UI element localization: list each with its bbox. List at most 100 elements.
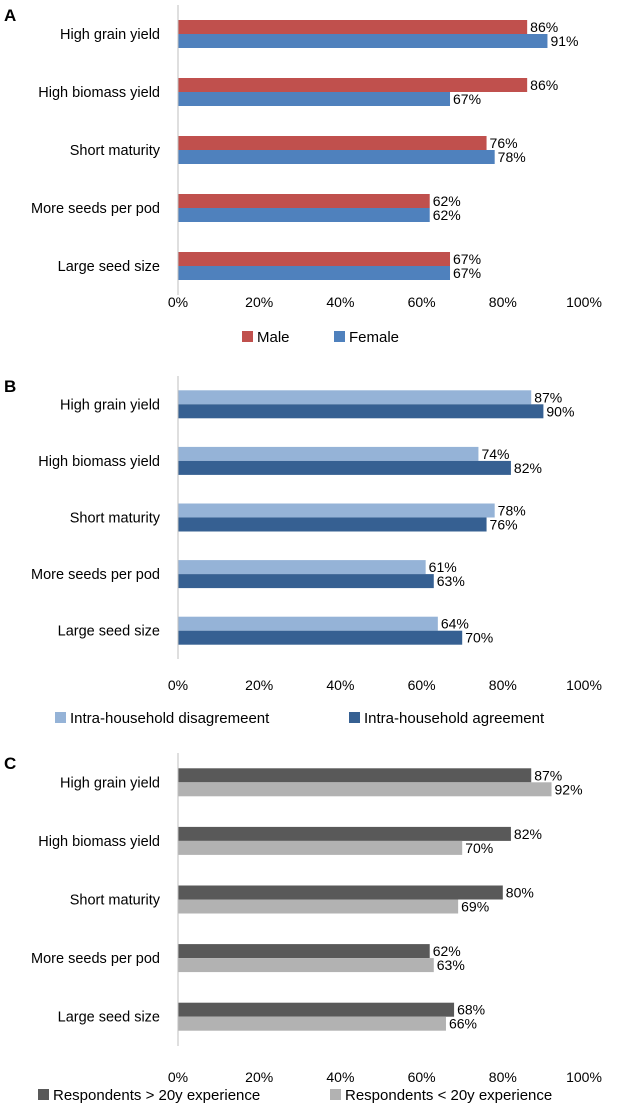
legend-item: Respondents > 20y experience	[38, 1087, 260, 1104]
x-tick-label: 100%	[566, 1069, 602, 1085]
legend-label: Male	[257, 329, 290, 346]
bar-respondents-20y-experience	[178, 840, 463, 855]
data-label: 82%	[514, 826, 542, 842]
bar-respondents-20y-experience	[178, 958, 434, 973]
bar-respondents-20y-experience	[178, 944, 430, 959]
data-label: 87%	[534, 389, 562, 405]
data-label: 66%	[449, 1016, 477, 1032]
data-label: 62%	[433, 207, 461, 223]
legend-item: Intra-household agreement	[349, 710, 545, 727]
data-label: 67%	[453, 91, 481, 107]
x-tick-label: 100%	[566, 294, 602, 310]
category-label: High biomass yield	[38, 85, 160, 101]
data-label: 91%	[550, 33, 578, 49]
x-tick-label: 100%	[566, 677, 602, 693]
legend-item: Female	[334, 329, 399, 346]
data-label: 90%	[546, 403, 574, 419]
bar-intra-household-agreement	[178, 404, 544, 419]
bar-male	[178, 252, 451, 266]
bar-respondents-20y-experience	[178, 768, 532, 783]
category-label: High biomass yield	[38, 454, 160, 470]
data-label: 67%	[453, 251, 481, 267]
data-label: 64%	[441, 616, 469, 632]
bar-intra-household-agreement	[178, 574, 434, 589]
data-label: 70%	[465, 630, 493, 646]
bar-female	[178, 92, 451, 106]
x-tick-label: 80%	[489, 1069, 517, 1085]
x-tick-label: 60%	[408, 677, 436, 693]
panel-label: A	[4, 6, 16, 25]
data-label: 63%	[437, 957, 465, 973]
data-label: 87%	[534, 767, 562, 783]
bar-female	[178, 208, 430, 222]
bar-intra-household-agreement	[178, 517, 487, 532]
panel-b: B High grain yield 87%90% High biomass yiel…	[4, 376, 602, 727]
data-label: 76%	[490, 517, 518, 533]
bar-male	[178, 136, 487, 150]
data-label: 86%	[530, 77, 558, 93]
x-tick-label: 20%	[245, 294, 273, 310]
panel-label: C	[4, 754, 16, 773]
x-tick-label: 40%	[326, 294, 354, 310]
data-label: 86%	[530, 19, 558, 35]
legend-swatch	[38, 1089, 49, 1100]
x-tick-label: 40%	[326, 677, 354, 693]
bar-intra-household-agreement	[178, 460, 511, 475]
data-label: 61%	[429, 559, 457, 575]
bar-intra-household-agreement	[178, 630, 463, 645]
bar-intra-household-disagremeent	[178, 390, 532, 405]
x-tick-label: 60%	[408, 294, 436, 310]
legend-label: Intra-household disagremeent	[70, 710, 270, 727]
bar-respondents-20y-experience	[178, 885, 503, 900]
bar-male	[178, 78, 528, 92]
data-label: 68%	[457, 1002, 485, 1018]
bar-male	[178, 20, 528, 34]
category-label: High biomass yield	[38, 834, 160, 850]
legend-label: Respondents < 20y experience	[345, 1087, 552, 1104]
bar-intra-household-disagremeent	[178, 616, 438, 631]
x-tick-label: 20%	[245, 677, 273, 693]
bar-respondents-20y-experience	[178, 899, 459, 914]
panel-c: C High grain yield 87%92% High biomass yiel…	[4, 753, 602, 1104]
data-label: 74%	[481, 446, 509, 462]
data-label: 62%	[433, 193, 461, 209]
category-label: High grain yield	[60, 775, 160, 791]
bar-intra-household-disagremeent	[178, 446, 479, 461]
data-label: 82%	[514, 460, 542, 476]
bar-intra-household-disagremeent	[178, 560, 426, 575]
data-label: 70%	[465, 840, 493, 856]
bar-female	[178, 266, 451, 280]
category-label: Large seed size	[58, 259, 160, 275]
category-label: High grain yield	[60, 27, 160, 43]
category-label: Large seed size	[58, 624, 160, 640]
x-tick-label: 60%	[408, 1069, 436, 1085]
legend-label: Respondents > 20y experience	[53, 1087, 260, 1104]
x-tick-label: 40%	[326, 1069, 354, 1085]
bar-respondents-20y-experience	[178, 826, 511, 841]
panel-label: B	[4, 377, 16, 396]
bar-female	[178, 34, 548, 48]
x-tick-label: 0%	[168, 677, 188, 693]
bar-female	[178, 150, 495, 164]
x-tick-label: 20%	[245, 1069, 273, 1085]
category-label: More seeds per pod	[31, 567, 160, 583]
bar-respondents-20y-experience	[178, 782, 552, 797]
x-tick-label: 0%	[168, 1069, 188, 1085]
category-label: Short maturity	[70, 143, 161, 159]
data-label: 76%	[490, 135, 518, 151]
bar-intra-household-disagremeent	[178, 503, 495, 518]
data-label: 67%	[453, 265, 481, 281]
bar-respondents-20y-experience	[178, 1016, 446, 1031]
data-label: 62%	[433, 943, 461, 959]
legend-item: Respondents < 20y experience	[330, 1087, 552, 1104]
legend-swatch	[334, 331, 345, 342]
legend-swatch	[349, 712, 360, 723]
x-tick-label: 0%	[168, 294, 188, 310]
data-label: 69%	[461, 899, 489, 915]
legend-label: Intra-household agreement	[364, 710, 545, 727]
legend-swatch	[55, 712, 66, 723]
category-label: High grain yield	[60, 397, 160, 413]
x-tick-label: 80%	[489, 677, 517, 693]
